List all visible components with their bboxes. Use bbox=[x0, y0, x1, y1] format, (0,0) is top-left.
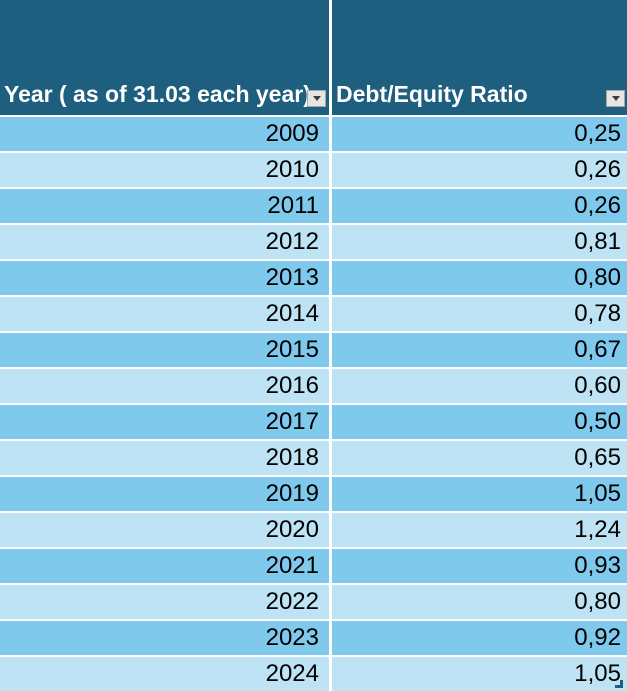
year-cell[interactable]: 2016 bbox=[0, 369, 329, 403]
year-cell[interactable]: 2021 bbox=[0, 549, 329, 583]
filter-dropdown-icon bbox=[611, 96, 620, 101]
year-cell[interactable]: 2018 bbox=[0, 441, 329, 475]
table-resize-handle[interactable] bbox=[615, 680, 623, 688]
filter-dropdown-icon bbox=[312, 96, 321, 101]
ratio-cell[interactable]: 0,80 bbox=[332, 585, 627, 619]
year-cell[interactable]: 2011 bbox=[0, 189, 329, 223]
column-header-debt-equity-ratio[interactable]: Debt/Equity Ratio bbox=[332, 0, 627, 115]
year-filter-dropdown-button[interactable] bbox=[307, 90, 326, 107]
year-cell[interactable]: 2024 bbox=[0, 657, 329, 691]
ratio-cell[interactable]: 0,78 bbox=[332, 297, 627, 331]
year-cell[interactable]: 2017 bbox=[0, 405, 329, 439]
ratio-cell[interactable]: 0,93 bbox=[332, 549, 627, 583]
ratio-cell[interactable]: 0,92 bbox=[332, 621, 627, 655]
ratio-cell[interactable]: 1,24 bbox=[332, 513, 627, 547]
ratio-cell[interactable]: 0,67 bbox=[332, 333, 627, 367]
year-cell[interactable]: 2019 bbox=[0, 477, 329, 511]
year-cell[interactable]: 2023 bbox=[0, 621, 329, 655]
year-cell[interactable]: 2010 bbox=[0, 153, 329, 187]
year-cell[interactable]: 2013 bbox=[0, 261, 329, 295]
ratio-cell[interactable]: 0,26 bbox=[332, 189, 627, 223]
ratio-cell[interactable]: 0,50 bbox=[332, 405, 627, 439]
ratio-cell[interactable]: 0,81 bbox=[332, 225, 627, 259]
ratio-cell[interactable]: 0,80 bbox=[332, 261, 627, 295]
ratio-cell[interactable]: 0,25 bbox=[332, 117, 627, 151]
ratio-cell[interactable]: 1,05 bbox=[332, 657, 627, 691]
year-cell[interactable]: 2022 bbox=[0, 585, 329, 619]
ratio-cell[interactable]: 1,05 bbox=[332, 477, 627, 511]
column-header-year[interactable]: Year ( as of 31.03 each year) bbox=[0, 0, 329, 115]
column-header-ratio-label: Debt/Equity Ratio bbox=[336, 81, 528, 107]
ratio-filter-dropdown-button[interactable] bbox=[606, 90, 625, 107]
year-cell[interactable]: 2009 bbox=[0, 117, 329, 151]
column-header-year-label: Year ( as of 31.03 each year) bbox=[4, 81, 311, 107]
ratio-cell[interactable]: 0,65 bbox=[332, 441, 627, 475]
year-cell[interactable]: 2020 bbox=[0, 513, 329, 547]
year-cell[interactable]: 2014 bbox=[0, 297, 329, 331]
year-cell[interactable]: 2015 bbox=[0, 333, 329, 367]
year-cell[interactable]: 2012 bbox=[0, 225, 329, 259]
ratio-cell[interactable]: 0,26 bbox=[332, 153, 627, 187]
ratio-cell[interactable]: 0,60 bbox=[332, 369, 627, 403]
